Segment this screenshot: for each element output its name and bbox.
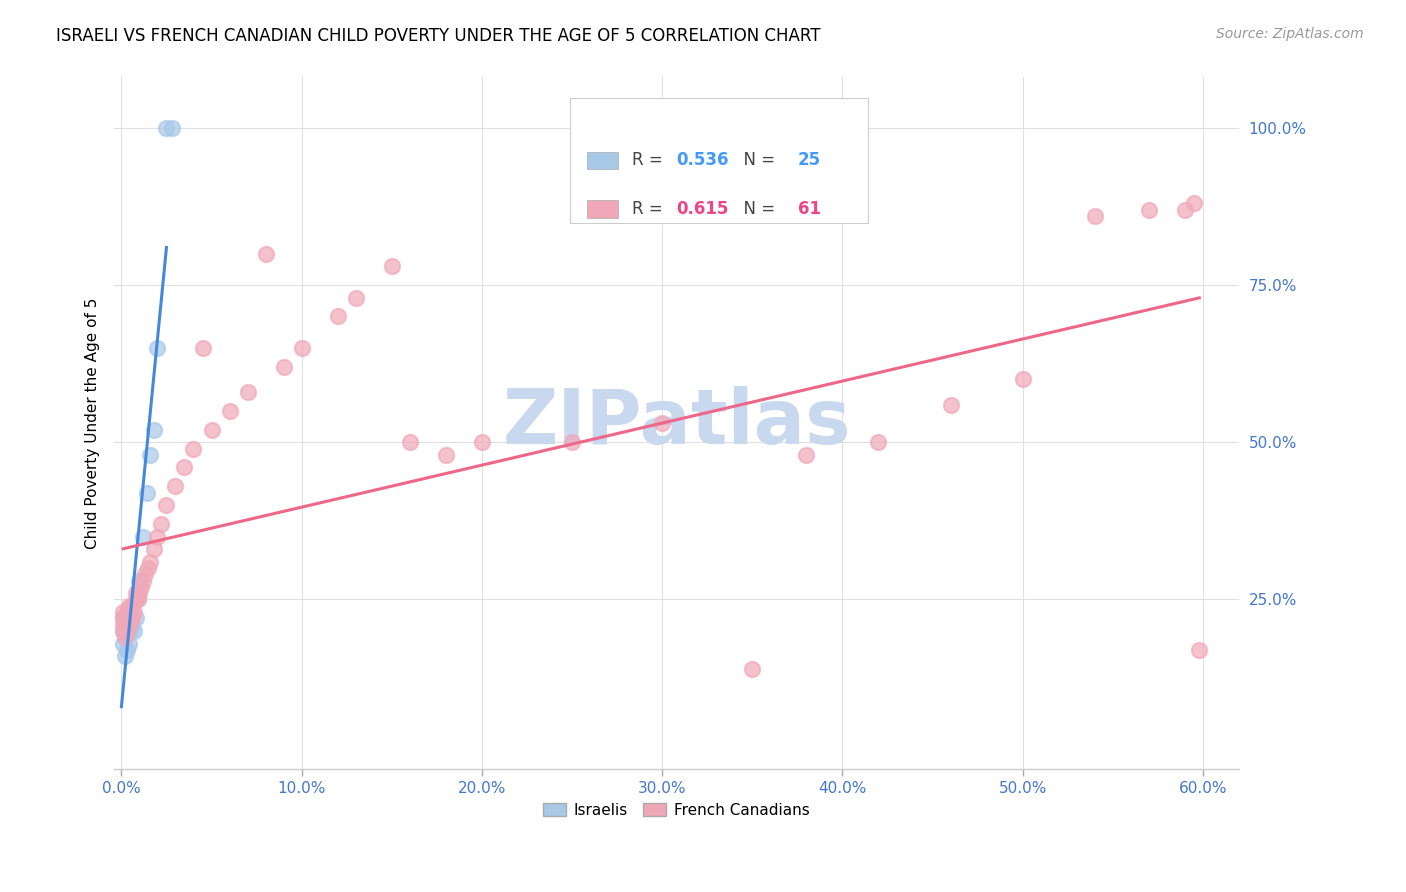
Point — [561, 435, 583, 450]
Point — [112, 636, 135, 650]
FancyBboxPatch shape — [569, 98, 868, 223]
Point — [134, 567, 156, 582]
Point — [142, 542, 165, 557]
Point — [146, 530, 169, 544]
Point — [191, 341, 214, 355]
Point — [117, 636, 139, 650]
Point — [1188, 642, 1211, 657]
Point — [112, 617, 135, 632]
Point — [142, 423, 165, 437]
Point — [1137, 202, 1160, 217]
Point — [254, 246, 277, 260]
Point — [273, 359, 295, 374]
Text: 0.536: 0.536 — [676, 152, 730, 169]
Text: ZIPatlas: ZIPatlas — [502, 386, 851, 460]
Text: 0.615: 0.615 — [676, 200, 728, 218]
Point — [135, 485, 157, 500]
Point — [129, 580, 152, 594]
Point — [117, 611, 139, 625]
Point — [125, 611, 148, 625]
Point — [132, 530, 155, 544]
Point — [381, 259, 404, 273]
Point — [150, 516, 173, 531]
Point — [146, 341, 169, 355]
Text: R =: R = — [631, 152, 668, 169]
Point — [112, 605, 135, 619]
Point — [128, 574, 150, 588]
Point — [200, 423, 222, 437]
Point — [794, 448, 817, 462]
Point — [112, 624, 135, 638]
Point — [471, 435, 494, 450]
Point — [183, 442, 205, 456]
Point — [132, 574, 155, 588]
Point — [218, 404, 240, 418]
Point — [115, 624, 138, 638]
Point — [741, 662, 763, 676]
Point — [114, 617, 136, 632]
Text: N =: N = — [733, 152, 780, 169]
Point — [122, 605, 145, 619]
Point — [114, 630, 136, 644]
Text: 25: 25 — [799, 152, 821, 169]
Point — [155, 120, 177, 135]
Point — [128, 586, 150, 600]
Point — [344, 291, 367, 305]
Text: R =: R = — [631, 200, 668, 218]
Point — [173, 460, 195, 475]
Point — [165, 479, 187, 493]
Point — [117, 617, 139, 632]
Point — [115, 624, 138, 638]
Point — [120, 605, 142, 619]
Point — [121, 617, 143, 632]
Point — [651, 417, 673, 431]
Point — [125, 586, 148, 600]
Legend: Israelis, French Canadians: Israelis, French Canadians — [537, 797, 815, 824]
Point — [939, 397, 962, 411]
Y-axis label: Child Poverty Under the Age of 5: Child Poverty Under the Age of 5 — [86, 298, 100, 549]
Point — [127, 592, 149, 607]
Point — [121, 599, 143, 613]
Point — [120, 611, 142, 625]
Point — [434, 448, 457, 462]
Text: 61: 61 — [799, 200, 821, 218]
Text: Source: ZipAtlas.com: Source: ZipAtlas.com — [1216, 27, 1364, 41]
Bar — [586, 200, 619, 218]
Point — [112, 624, 135, 638]
Point — [125, 592, 148, 607]
Point — [122, 624, 145, 638]
Point — [291, 341, 314, 355]
Point — [120, 624, 142, 638]
Point — [1174, 202, 1197, 217]
Point — [121, 599, 143, 613]
Point — [138, 561, 160, 575]
Point — [112, 611, 135, 625]
Point — [160, 120, 183, 135]
Point — [127, 592, 149, 607]
Point — [326, 310, 349, 324]
Bar — [586, 152, 619, 169]
Point — [868, 435, 890, 450]
Text: N =: N = — [733, 200, 780, 218]
Point — [114, 617, 136, 632]
Point — [236, 384, 259, 399]
Point — [115, 611, 138, 625]
Point — [155, 498, 177, 512]
Point — [1011, 372, 1033, 386]
Point — [120, 605, 142, 619]
Point — [112, 611, 135, 625]
Text: ISRAELI VS FRENCH CANADIAN CHILD POVERTY UNDER THE AGE OF 5 CORRELATION CHART: ISRAELI VS FRENCH CANADIAN CHILD POVERTY… — [56, 27, 821, 45]
Point — [114, 649, 136, 664]
Point — [1182, 196, 1205, 211]
Point — [117, 599, 139, 613]
Point — [121, 611, 143, 625]
Point — [139, 555, 162, 569]
Point — [115, 605, 138, 619]
Point — [398, 435, 420, 450]
Point — [114, 630, 136, 644]
Point — [115, 642, 138, 657]
Point — [139, 448, 162, 462]
Point — [114, 611, 136, 625]
Point — [1084, 209, 1107, 223]
